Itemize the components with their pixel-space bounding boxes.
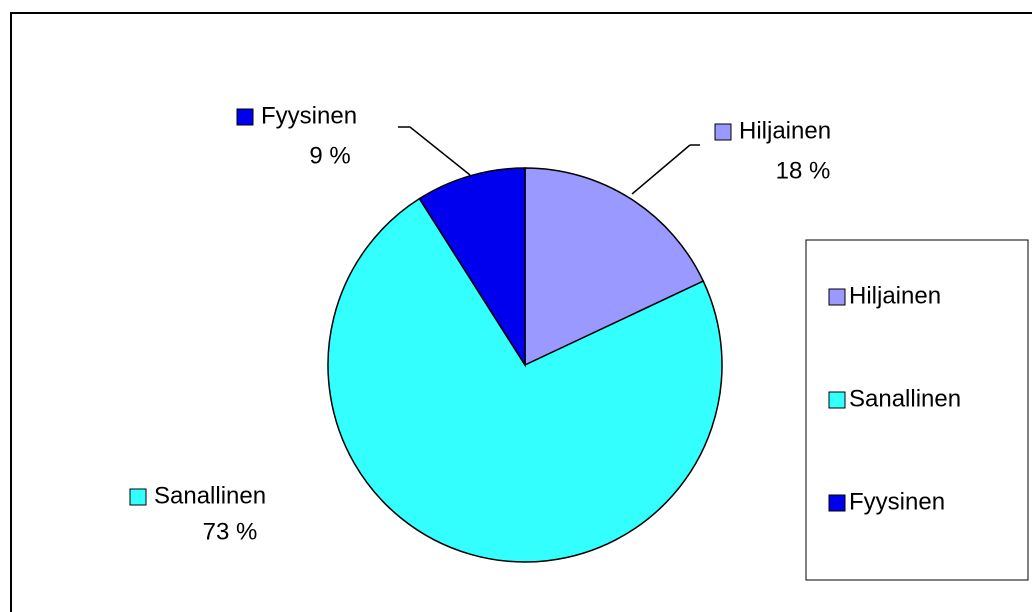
leader-line — [398, 126, 471, 176]
legend-label: Sanallinen — [849, 385, 961, 412]
label-value: 9 % — [309, 142, 350, 169]
pie — [327, 167, 723, 563]
label-swatch — [714, 123, 732, 141]
pie-slice — [327, 197, 723, 563]
label-name: Fyysinen — [261, 102, 357, 129]
pie-slice — [524, 167, 705, 367]
label-name: Hiljainen — [739, 117, 831, 144]
label-value: 73 % — [203, 518, 258, 545]
legend-label: Fyysinen — [849, 488, 945, 515]
data-labels: Hiljainen 18 % Sanallinen 73 % Fyysinen 9 % — [129, 102, 831, 545]
legend-label: Hiljainen — [849, 282, 941, 309]
pie-slice — [418, 167, 526, 368]
leader-line — [631, 144, 700, 195]
legend-swatch — [828, 391, 846, 409]
legend-swatch — [828, 494, 846, 512]
label-name: Sanallinen — [154, 482, 266, 509]
label-value: 18 % — [776, 157, 831, 184]
legend-swatch — [828, 288, 846, 306]
label-swatch — [129, 488, 147, 506]
label-swatch — [236, 108, 254, 126]
legend: Hiljainen Sanallinen Fyysinen — [828, 282, 961, 515]
